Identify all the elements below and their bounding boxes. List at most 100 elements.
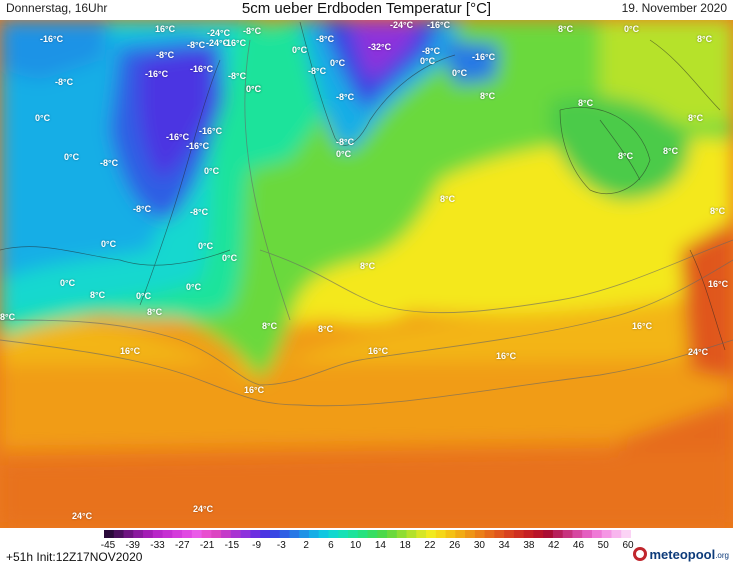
- temp-label: 0°C: [624, 24, 640, 34]
- temp-label: -8°C: [156, 50, 175, 60]
- temp-label: 8°C: [618, 151, 634, 161]
- temp-label: 0°C: [222, 253, 238, 263]
- temp-label: 0°C: [186, 282, 202, 292]
- color-scale-swatch: [426, 530, 437, 538]
- temp-label: -32°C: [368, 42, 392, 52]
- temp-label: 0°C: [101, 239, 117, 249]
- temp-label: 24°C: [688, 347, 709, 357]
- temp-label: 16°C: [632, 321, 653, 331]
- temp-label: 8°C: [697, 34, 713, 44]
- temp-label: -8°C: [133, 204, 152, 214]
- temp-label: 16°C: [120, 346, 141, 356]
- color-scale-swatch: [591, 530, 603, 538]
- color-scale-tick-label: 38: [523, 540, 535, 551]
- brand-domain: .org: [715, 551, 729, 560]
- color-scale-tick-label: 30: [473, 540, 485, 551]
- color-scale-swatch: [328, 530, 339, 538]
- temp-label: 0°C: [246, 84, 262, 94]
- temp-label: 0°C: [64, 152, 80, 162]
- color-scale-swatch: [396, 530, 408, 538]
- coastlines: [0, 21, 726, 351]
- brand-name: meteopool: [649, 546, 716, 562]
- color-scale-swatch: [338, 530, 349, 538]
- temp-label: 24°C: [72, 511, 93, 521]
- color-scale-tick-label: -45: [100, 540, 116, 551]
- color-scale-swatch: [484, 530, 495, 538]
- color-scale-swatch: [250, 530, 261, 538]
- temp-label: -8°C: [187, 40, 206, 50]
- color-scale-tick-label: 42: [548, 540, 560, 551]
- temp-label: 8°C: [90, 290, 106, 300]
- color-scale-swatch: [299, 530, 310, 538]
- color-scale-swatch: [172, 530, 183, 538]
- temp-label: -16°C: [223, 38, 247, 48]
- color-scale-swatch: [533, 530, 544, 538]
- color-scale-swatch: [113, 530, 125, 538]
- meteopool-logo: meteopool .org: [633, 546, 729, 562]
- temp-label: -16°C: [472, 52, 496, 62]
- color-scale-swatch: [572, 530, 583, 538]
- temp-label: -8°C: [316, 34, 335, 44]
- map-header: Donnerstag, 16Uhr 5cm ueber Erdboden Tem…: [0, 0, 733, 20]
- color-scale-swatch: [357, 530, 368, 538]
- color-scale-swatch: [289, 530, 300, 538]
- temp-label: 0°C: [198, 241, 214, 251]
- color-scale-swatch: [221, 530, 232, 538]
- temp-label: 0°C: [336, 149, 352, 159]
- color-scale-swatch: [201, 530, 212, 538]
- color-scale-tick-label: 26: [449, 540, 461, 551]
- color-scale-swatch: [104, 530, 115, 538]
- temp-label: -8°C: [336, 92, 355, 102]
- temp-label: -24°C: [206, 38, 230, 48]
- color-scale-swatch: [367, 530, 378, 538]
- color-scale-swatch: [455, 530, 466, 538]
- color-scale-swatch: [601, 530, 612, 538]
- temp-label: -16°C: [427, 20, 451, 30]
- color-scale-swatch: [211, 530, 222, 538]
- color-scale-swatch: [308, 530, 320, 538]
- temperature-field: [0, 20, 733, 528]
- color-scale-tick-label: 6: [328, 540, 334, 551]
- legend-footer: -45 -39 -33 -27 -21 -15 -9 -3 2 6 10 14 18 22 26 30 34 38…: [0, 528, 733, 566]
- color-scale-swatch: [191, 530, 203, 538]
- temp-label: 0°C: [292, 45, 308, 55]
- color-scale-tick-label: 50: [597, 540, 609, 551]
- color-scale-swatch: [406, 530, 417, 538]
- color-scale-swatch: [260, 530, 271, 538]
- temp-label: -8°C: [422, 46, 441, 56]
- color-scale-swatch: [152, 530, 164, 538]
- temp-label: 8°C: [688, 113, 704, 123]
- run-info: +51h Init:12Z17NOV2020: [6, 550, 143, 564]
- color-scale-tick-label: 2: [303, 540, 309, 551]
- color-scale-tick-label: -33: [150, 540, 165, 551]
- color-scale-swatch: [435, 530, 447, 538]
- color-scale-tick-label: -27: [175, 540, 190, 551]
- color-scale-tick-label: 14: [374, 540, 386, 551]
- temp-label: 8°C: [663, 146, 679, 156]
- color-scale-swatch: [621, 530, 631, 538]
- temperature-map: -16°C 16°C -24°C -8°C -8°C -24°C -16°C -…: [0, 20, 733, 528]
- color-scale-swatch: [318, 530, 329, 538]
- temp-label: -16°C: [40, 34, 64, 44]
- temp-label: 0°C: [452, 68, 468, 78]
- color-scale-swatch: [182, 530, 193, 538]
- color-scale-swatch: [445, 530, 456, 538]
- temp-label: 8°C: [440, 194, 456, 204]
- color-scale-swatch: [240, 530, 251, 538]
- temp-label: 0°C: [136, 291, 152, 301]
- temp-label: -8°C: [100, 158, 119, 168]
- color-scale-swatch: [377, 530, 388, 538]
- color-scale-tick-label: -9: [252, 540, 262, 551]
- color-scale-swatch: [562, 530, 573, 538]
- color-scale-swatch: [611, 530, 622, 538]
- forecast-date: 19. November 2020: [621, 1, 727, 15]
- color-scale-tick-label: -15: [224, 540, 240, 551]
- temp-label: 0°C: [246, 84, 262, 94]
- color-scale-swatch: [133, 530, 144, 538]
- color-scale-tick-label: -3: [276, 540, 286, 551]
- temp-label: 24°C: [193, 504, 214, 514]
- color-scale-swatch: [387, 530, 398, 538]
- temp-label: -16°C: [199, 126, 223, 136]
- color-scale-bar: [104, 530, 631, 538]
- color-scale-swatch: [465, 530, 476, 538]
